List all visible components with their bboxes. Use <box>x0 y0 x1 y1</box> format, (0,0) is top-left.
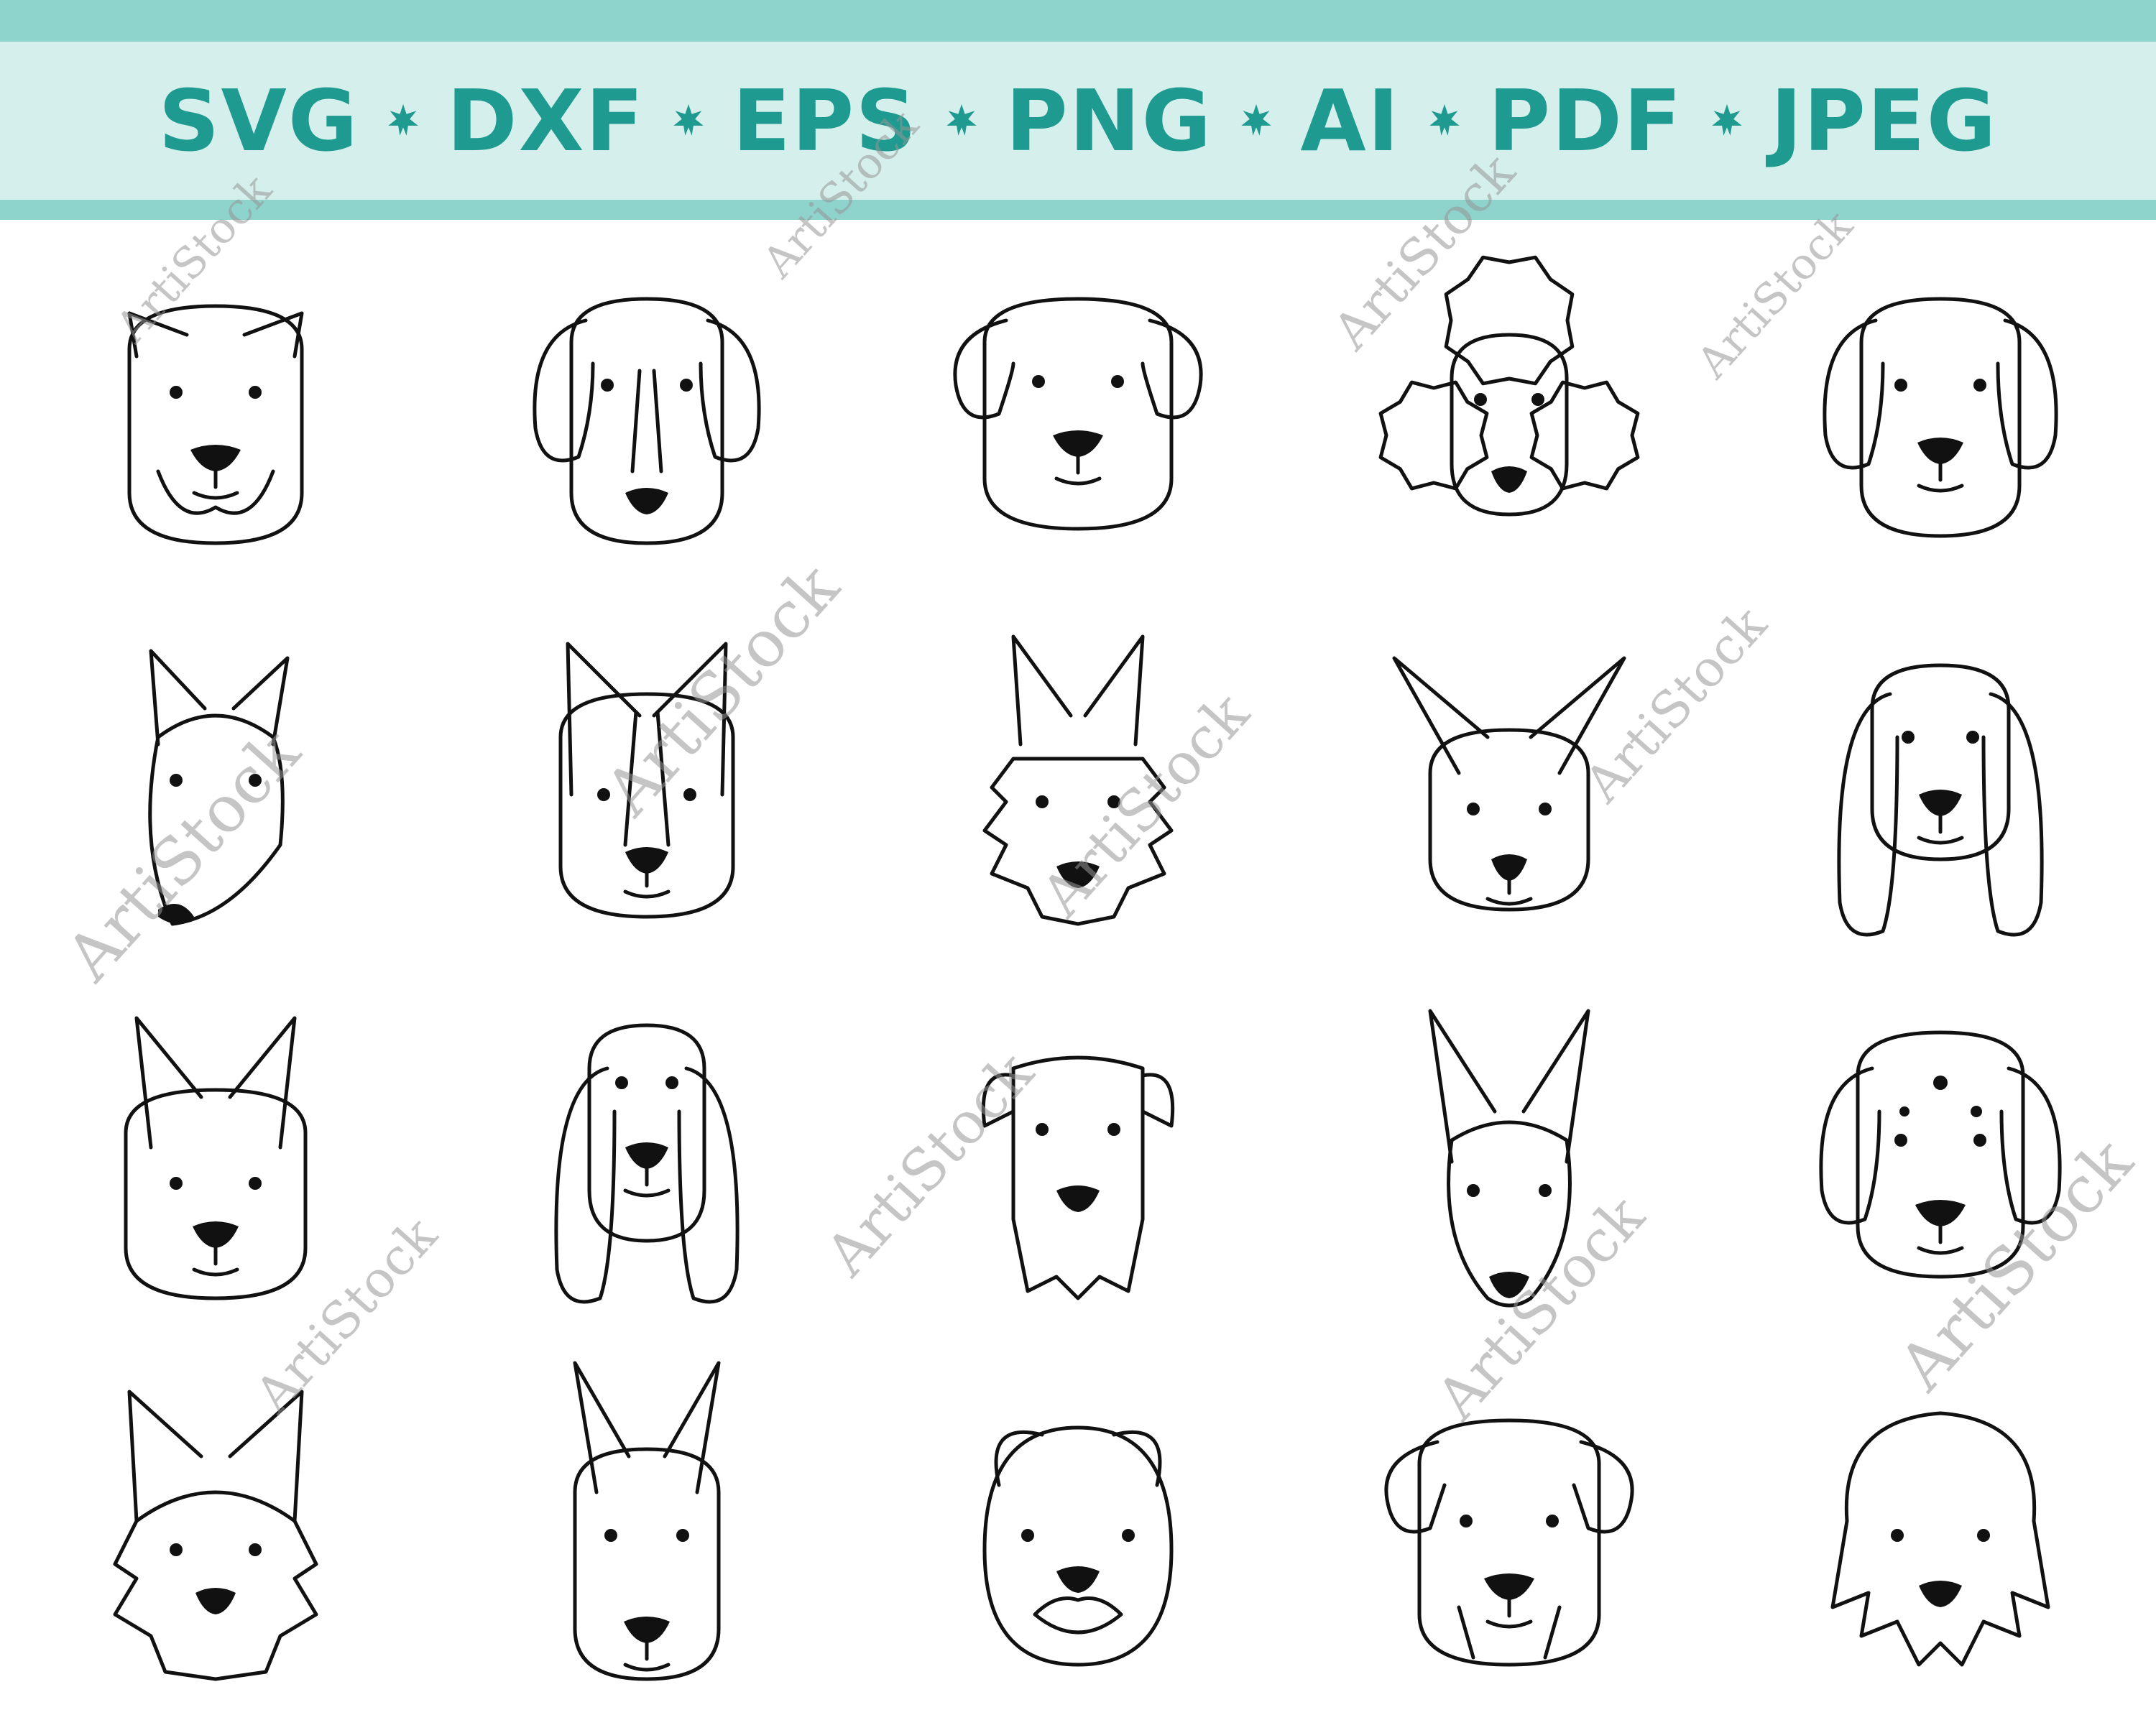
star-burst-icon <box>1241 104 1272 136</box>
french-bulldog-icon <box>124 1016 308 1300</box>
format-banner <box>0 42 2156 200</box>
beagle-icon <box>533 297 761 545</box>
dog-head-grid <box>0 220 2156 1715</box>
format-label: AI <box>1300 71 1401 170</box>
format-label: DXF <box>446 71 645 170</box>
chihuahua-icon <box>1392 656 1626 912</box>
format-label: PDF <box>1488 71 1683 170</box>
format-label: JPEG <box>1770 71 1998 170</box>
banner-bottom-bar <box>0 200 2156 220</box>
doberman-icon <box>573 1361 721 1681</box>
star-burst-icon <box>673 104 704 136</box>
dalmatian-icon <box>1819 1030 2062 1279</box>
pinscher-icon <box>1428 1009 1590 1308</box>
pug-icon <box>982 1425 1174 1667</box>
star-burst-icon <box>946 104 977 136</box>
schnauzer-icon <box>981 1055 1175 1300</box>
terrier-icon <box>982 634 1174 926</box>
cavalier-icon <box>1837 663 2044 937</box>
format-label: SVG <box>158 71 359 170</box>
spaniel-icon <box>1823 297 2058 538</box>
format-label: EPS <box>732 71 918 170</box>
boxer-icon <box>1384 1418 1634 1667</box>
star-burst-icon <box>1711 104 1742 136</box>
shih-tzu-icon <box>1830 1411 2050 1667</box>
poodle-icon <box>1378 255 1640 517</box>
format-list: SVG DXF EPS PNG AI PDF JPEG <box>0 42 2156 200</box>
star-burst-icon <box>387 104 418 136</box>
bull-terrier-icon <box>148 649 290 926</box>
yorkshire-terrier-icon <box>113 1390 318 1681</box>
star-burst-icon <box>1429 104 1460 136</box>
top-teal-bar <box>0 0 2156 42</box>
corgi-icon <box>558 642 735 919</box>
format-label: PNG <box>1005 71 1213 170</box>
basset-hound-icon <box>554 1023 740 1304</box>
cane-corso-icon <box>127 304 304 545</box>
labrador-icon <box>953 297 1203 531</box>
